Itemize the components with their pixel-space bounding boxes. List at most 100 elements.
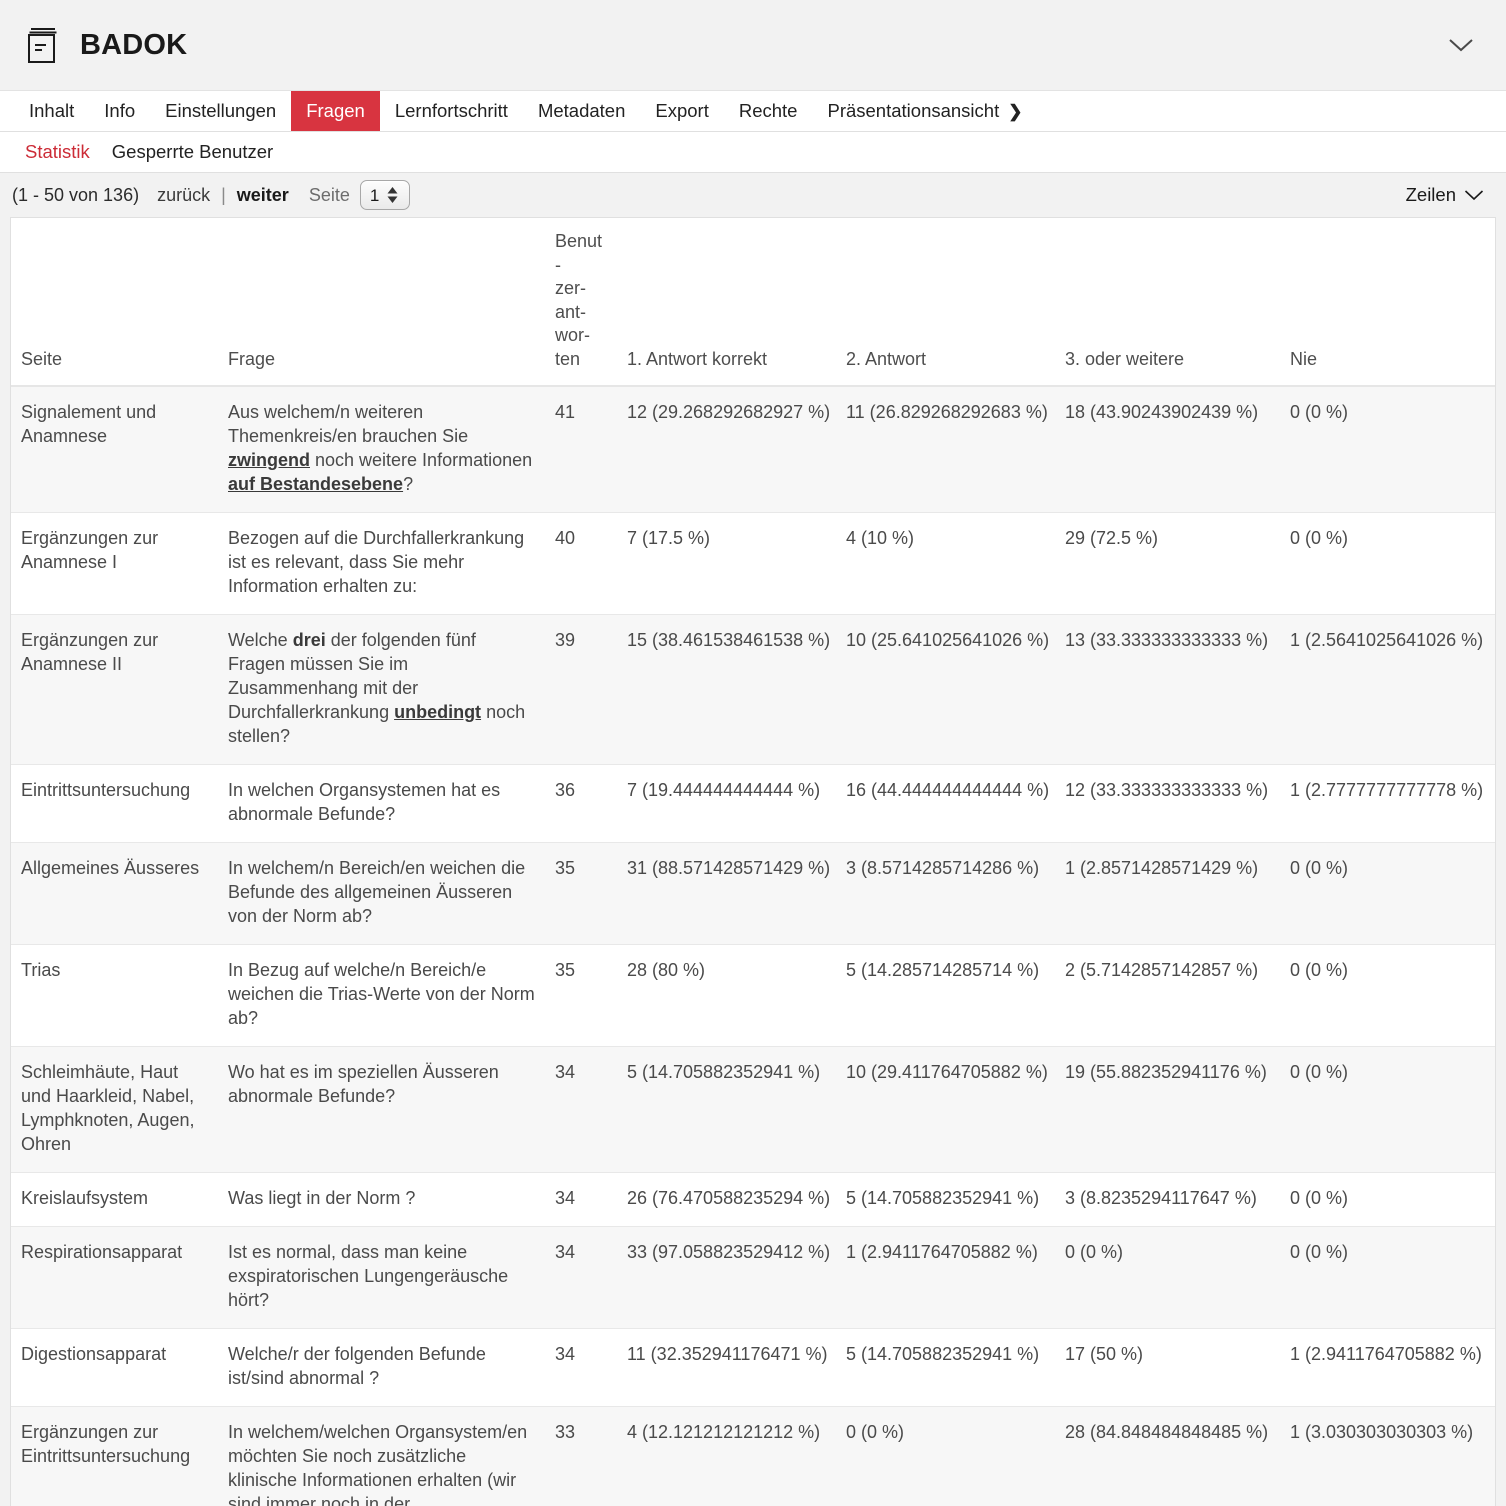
- cell-frage: In welchem/n Bereich/en weichen die Befu…: [218, 842, 545, 945]
- table-row[interactable]: Allgemeines Äusseres In welchem/n Bereich…: [11, 842, 1495, 945]
- document-book-icon: [28, 28, 57, 63]
- next-page-link[interactable]: weiter: [236, 184, 289, 205]
- table-header: Seite Frage Benut- zer- ant- wor- ten 1.…: [11, 218, 1495, 387]
- cell-antwort-3: 13 (33.333333333333 %): [1055, 614, 1280, 765]
- pager-separator: |: [221, 184, 226, 205]
- column-header-seite[interactable]: Seite: [11, 218, 218, 387]
- cell-antwort-2: 5 (14.705882352941 %): [836, 1172, 1055, 1227]
- cell-nie: 0 (0 %): [1280, 1046, 1495, 1173]
- column-header-antwort-2[interactable]: 2. Antwort: [836, 218, 1055, 387]
- cell-nie: 1 (2.9411764705882 %): [1280, 1328, 1495, 1407]
- cell-antwort-1: 11 (32.352941176471 %): [617, 1328, 836, 1407]
- column-header-nie[interactable]: Nie: [1280, 218, 1495, 387]
- hdr-line-4: wor-: [555, 325, 590, 345]
- cell-seite: Ergänzungen zur Anamnese I: [11, 512, 218, 615]
- cell-antwort-2: 16 (44.444444444444 %): [836, 764, 1055, 843]
- cell-benutzerantworten: 41: [545, 386, 617, 513]
- statistics-table: Seite Frage Benut- zer- ant- wor- ten 1.…: [11, 218, 1495, 1506]
- cell-benutzerantworten: 34: [545, 1046, 617, 1173]
- stepper-up-icon[interactable]: [387, 187, 398, 194]
- cell-benutzerantworten: 35: [545, 842, 617, 945]
- tab-label: Präsentationsansicht: [827, 99, 1000, 121]
- tab-lernfortschritt[interactable]: Lernfortschritt: [380, 91, 523, 131]
- chevron-down-icon: [1464, 190, 1484, 201]
- page-number-stepper[interactable]: 1: [359, 180, 410, 210]
- pagination-bar: (1 - 50 von 136) zurück | weiter Seite 1…: [0, 173, 1506, 217]
- hdr-line-3: ant-: [555, 301, 587, 322]
- table-row[interactable]: Trias In Bezug auf welche/n Bereich/e wei…: [11, 944, 1495, 1047]
- cell-nie: 0 (0 %): [1280, 944, 1495, 1047]
- cell-antwort-1: 33 (97.058823529412 %): [617, 1226, 836, 1329]
- subtab-statistik[interactable]: Statistik: [25, 140, 90, 162]
- tab-praesentationsansicht[interactable]: Präsentationsansicht ❯: [812, 91, 1037, 131]
- cell-nie: 0 (0 %): [1280, 842, 1495, 945]
- cell-benutzerantworten: 34: [545, 1172, 617, 1227]
- stepper-down-icon[interactable]: [387, 196, 398, 203]
- column-header-frage[interactable]: Frage: [218, 218, 545, 387]
- tab-fragen[interactable]: Fragen: [291, 91, 380, 131]
- tab-label: Fragen: [306, 99, 365, 121]
- cell-benutzerantworten: 39: [545, 614, 617, 765]
- sub-tabbar: Statistik Gesperrte Benutzer: [0, 132, 1506, 173]
- table-row[interactable]: Ergänzungen zur Anamnese I Bezogen auf di…: [11, 512, 1495, 615]
- cell-antwort-1: 28 (80 %): [617, 944, 836, 1047]
- subtab-gesperrte-benutzer[interactable]: Gesperrte Benutzer: [111, 140, 274, 162]
- cell-antwort-3: 12 (33.333333333333 %): [1055, 764, 1280, 843]
- cell-antwort-2: 3 (8.5714285714286 %): [836, 842, 1055, 945]
- table-row[interactable]: Ergänzungen zur Anamnese II Welche drei d…: [11, 614, 1495, 765]
- cell-antwort-1: 12 (29.268292682927 %): [617, 386, 836, 513]
- result-count: (1 - 50 von 136): [12, 184, 140, 205]
- cell-frage: Was liegt in der Norm ?: [218, 1172, 545, 1227]
- cell-antwort-3: 17 (50 %): [1055, 1328, 1280, 1407]
- column-header-antwort-1-korrekt[interactable]: 1. Antwort korrekt: [617, 218, 836, 387]
- cell-antwort-3: 29 (72.5 %): [1055, 512, 1280, 615]
- table-row[interactable]: Eintrittsuntersuchung In welchen Organsys…: [11, 764, 1495, 843]
- cell-antwort-1: 7 (19.444444444444 %): [617, 764, 836, 843]
- tab-export[interactable]: Export: [640, 91, 723, 131]
- column-header-benutzerantworten[interactable]: Benut- zer- ant- wor- ten: [545, 218, 617, 387]
- table-row[interactable]: Signalement und Anamnese Aus welchem/n we…: [11, 386, 1495, 513]
- cell-frage: In Bezug auf welche/n Bereich/e weichen …: [218, 944, 545, 1047]
- cell-antwort-1: 15 (38.461538461538 %): [617, 614, 836, 765]
- chevron-down-icon[interactable]: [1444, 28, 1478, 62]
- cell-seite: Kreislaufsystem: [11, 1172, 218, 1227]
- cell-antwort-3: 1 (2.8571428571429 %): [1055, 842, 1280, 945]
- cell-frage: In welchem/welchen Organsystem/en möchte…: [218, 1406, 545, 1506]
- hdr-line-5: ten: [555, 348, 581, 369]
- tab-label: Rechte: [738, 99, 798, 121]
- hdr-line-1: Benut-: [555, 231, 603, 275]
- stepper-arrows[interactable]: [387, 187, 398, 203]
- table-row[interactable]: Schleimhäute, Haut und Haarkleid, Nabel,…: [11, 1046, 1495, 1173]
- tab-label: Inhalt: [29, 99, 75, 121]
- rows-menu-button[interactable]: Zeilen: [1406, 184, 1484, 206]
- table-row[interactable]: Digestionsapparat Welche/r der folgenden …: [11, 1328, 1495, 1407]
- hdr-line-2: zer-: [555, 278, 586, 298]
- table-row[interactable]: Ergänzungen zur Eintrittsuntersuchung In …: [11, 1406, 1495, 1506]
- cell-antwort-2: 11 (26.829268292683 %): [836, 386, 1055, 513]
- cell-antwort-3: 19 (55.882352941176 %): [1055, 1046, 1280, 1173]
- cell-antwort-3: 2 (5.7142857142857 %): [1055, 944, 1280, 1047]
- cell-antwort-2: 10 (29.411764705882 %): [836, 1046, 1055, 1173]
- page-label: Seite: [308, 184, 350, 205]
- column-header-antwort-3-oder-weitere[interactable]: 3. oder weitere: [1055, 218, 1280, 387]
- table-row[interactable]: Kreislaufsystem Was liegt in der Norm ? 34…: [11, 1172, 1495, 1227]
- cell-frage: Welche drei der folgenden fünf Fragen mü…: [218, 614, 545, 765]
- cell-frage: Wo hat es im speziellen Äusseren abnorma…: [218, 1046, 545, 1173]
- cell-frage: In welchen Organsystemen hat es abnormal…: [218, 764, 545, 843]
- tab-rechte[interactable]: Rechte: [724, 91, 813, 131]
- tab-einstellungen[interactable]: Einstellungen: [150, 91, 291, 131]
- cell-seite: Eintrittsuntersuchung: [11, 764, 218, 843]
- tab-inhalt[interactable]: Inhalt: [14, 91, 89, 131]
- table-header-row: Seite Frage Benut- zer- ant- wor- ten 1.…: [11, 218, 1495, 387]
- cell-frage: Ist es normal, dass man keine exspirator…: [218, 1226, 545, 1329]
- cell-seite: Ergänzungen zur Anamnese II: [11, 614, 218, 765]
- tab-metadaten[interactable]: Metadaten: [523, 91, 640, 131]
- table-body: Signalement und Anamnese Aus welchem/n we…: [11, 386, 1495, 1506]
- tab-info[interactable]: Info: [89, 91, 150, 131]
- cell-antwort-3: 3 (8.8235294117647 %): [1055, 1172, 1280, 1227]
- cell-frage: Welche/r der folgenden Befunde ist/sind …: [218, 1328, 545, 1407]
- cell-antwort-2: 4 (10 %): [836, 512, 1055, 615]
- window-titlebar: BADOK: [0, 0, 1506, 90]
- prev-page-link[interactable]: zurück: [157, 184, 211, 205]
- table-row[interactable]: Respirationsapparat Ist es normal, dass m…: [11, 1226, 1495, 1329]
